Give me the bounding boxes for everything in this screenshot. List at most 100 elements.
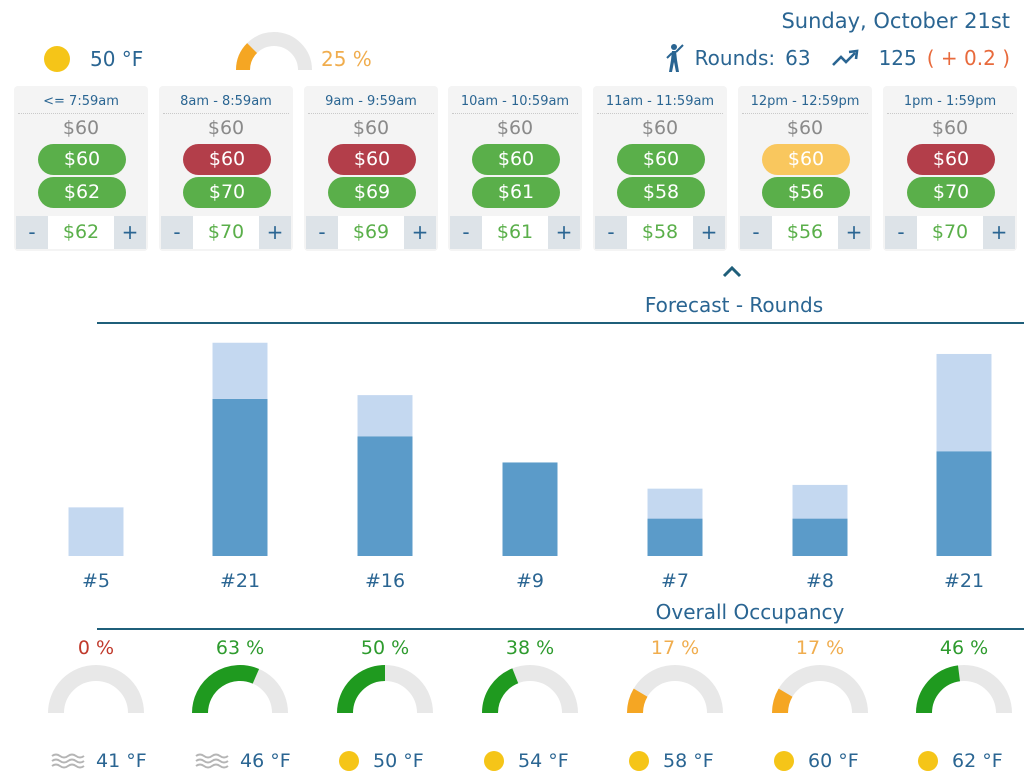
- bar-booked: [936, 451, 992, 556]
- gauge-fill: [916, 665, 961, 714]
- occupancy-pct: 17 %: [795, 637, 845, 659]
- price-card: 12pm - 12:59pm $60 $60 $56- $56 +: [738, 86, 872, 251]
- current-price-pill: $60: [183, 144, 271, 175]
- sun-icon: [484, 751, 504, 771]
- hourly-weather: 60 °F: [774, 748, 859, 774]
- fog-icon: [195, 753, 229, 769]
- suggested-price-pill: $70: [907, 177, 995, 208]
- bar-forecast: [357, 395, 413, 437]
- divider: [18, 113, 144, 114]
- divider: [452, 113, 578, 114]
- decrement-button[interactable]: -: [885, 216, 917, 249]
- hourly-weather: 50 °F: [339, 748, 424, 774]
- current-price-pill: $60: [328, 144, 416, 175]
- decrement-button[interactable]: -: [740, 216, 772, 249]
- occupancy-pct: 38 %: [505, 637, 555, 659]
- price-input[interactable]: $58: [641, 221, 679, 243]
- hourly-weather: 46 °F: [194, 748, 291, 774]
- divider: [742, 113, 868, 114]
- price-input[interactable]: $70: [207, 221, 245, 243]
- gauge-fill: [772, 688, 793, 714]
- current-price-pill: $60: [762, 144, 850, 175]
- time-slot-label: 1pm - 1:59pm: [903, 94, 997, 109]
- chevron-up-icon[interactable]: [720, 262, 744, 282]
- price-stepper: - $69 +: [306, 216, 436, 249]
- current-price-pill: $60: [472, 144, 560, 175]
- decrement-button[interactable]: -: [161, 216, 193, 249]
- forecast-divider: [97, 322, 1024, 324]
- bar-booked: [502, 462, 558, 556]
- price-input[interactable]: $61: [496, 221, 534, 243]
- suggested-price-pill: $58: [617, 177, 705, 208]
- occupancy-gauge: [192, 665, 288, 714]
- price-stepper: - $70 +: [885, 216, 1015, 249]
- hourly-temp: 54 °F: [518, 750, 569, 772]
- increment-button[interactable]: +: [693, 216, 725, 249]
- price-input[interactable]: $69: [352, 221, 390, 243]
- price-input[interactable]: $56: [786, 221, 824, 243]
- hourly-weather: 54 °F: [484, 748, 569, 774]
- price-stepper: - $61 +: [450, 216, 580, 249]
- decrement-button[interactable]: -: [595, 216, 627, 249]
- occupancy-pct: 50 %: [360, 637, 410, 659]
- hourly-temp: 58 °F: [663, 750, 714, 772]
- price-stepper: - $70 +: [161, 216, 291, 249]
- occupancy-gauge: [627, 665, 723, 714]
- rounds-forecast: 125: [878, 46, 917, 70]
- rounds-delta: ( + 0.2 ): [926, 46, 1010, 70]
- decrement-button[interactable]: -: [450, 216, 482, 249]
- gauge-fill: [236, 43, 258, 71]
- increment-button[interactable]: +: [404, 216, 436, 249]
- occupancy-pct: 17 %: [650, 637, 700, 659]
- time-slot-label: 9am - 9:59am: [325, 94, 417, 109]
- divider: [887, 113, 1013, 114]
- increment-button[interactable]: +: [259, 216, 291, 249]
- base-price: $60: [62, 117, 100, 139]
- sun-icon: [774, 751, 794, 771]
- gauge-track: [772, 665, 868, 714]
- hourly-temp: 62 °F: [952, 750, 1003, 772]
- sun-icon: [629, 751, 649, 771]
- occupancy-pct: 0 %: [77, 637, 115, 659]
- increment-button[interactable]: +: [114, 216, 146, 249]
- x-tick-label: #8: [805, 570, 834, 592]
- sun-icon: [44, 46, 70, 72]
- x-tick-label: #21: [943, 570, 985, 592]
- increment-button[interactable]: +: [838, 216, 870, 249]
- occupancy-pct: 46 %: [939, 637, 989, 659]
- trending-up-icon: [831, 49, 859, 66]
- price-input[interactable]: $62: [62, 221, 100, 243]
- increment-button[interactable]: +: [548, 216, 580, 249]
- base-price: $60: [496, 117, 534, 139]
- hourly-temp: 46 °F: [240, 750, 291, 772]
- base-price: $60: [786, 117, 824, 139]
- occupancy-pct: 63 %: [215, 637, 265, 659]
- gauge-track: [627, 665, 723, 714]
- increment-button[interactable]: +: [983, 216, 1015, 249]
- decrement-button[interactable]: -: [306, 216, 338, 249]
- x-tick-label: #9: [515, 570, 544, 592]
- bar-booked: [212, 398, 268, 556]
- divider: [597, 113, 723, 114]
- gauge-fill: [192, 665, 260, 714]
- time-slot-label: 11am - 11:59am: [605, 94, 715, 109]
- divider: [308, 113, 434, 114]
- sun-icon: [339, 751, 359, 771]
- hourly-temp: 60 °F: [808, 750, 859, 772]
- decrement-button[interactable]: -: [16, 216, 48, 249]
- suggested-price-pill: $69: [328, 177, 416, 208]
- current-weather: 50 °F: [44, 44, 143, 74]
- occupancy-gauge: [916, 665, 1012, 714]
- current-occupancy-pct: 25 %: [321, 47, 372, 71]
- date-title: Sunday, October 21st: [781, 9, 1010, 33]
- price-card: 8am - 8:59am $60 $60 $70- $70 +: [159, 86, 293, 251]
- gauge-track: [48, 665, 144, 714]
- x-tick-label: #21: [219, 570, 261, 592]
- price-card: 11am - 11:59am $60 $60 $58- $58 +: [593, 86, 727, 251]
- divider: [163, 113, 289, 114]
- occupancy-gauge: [772, 665, 868, 714]
- bar-forecast: [792, 484, 848, 519]
- bar-forecast: [212, 342, 268, 399]
- price-input[interactable]: $70: [931, 221, 969, 243]
- rounds-value: 63: [785, 46, 811, 70]
